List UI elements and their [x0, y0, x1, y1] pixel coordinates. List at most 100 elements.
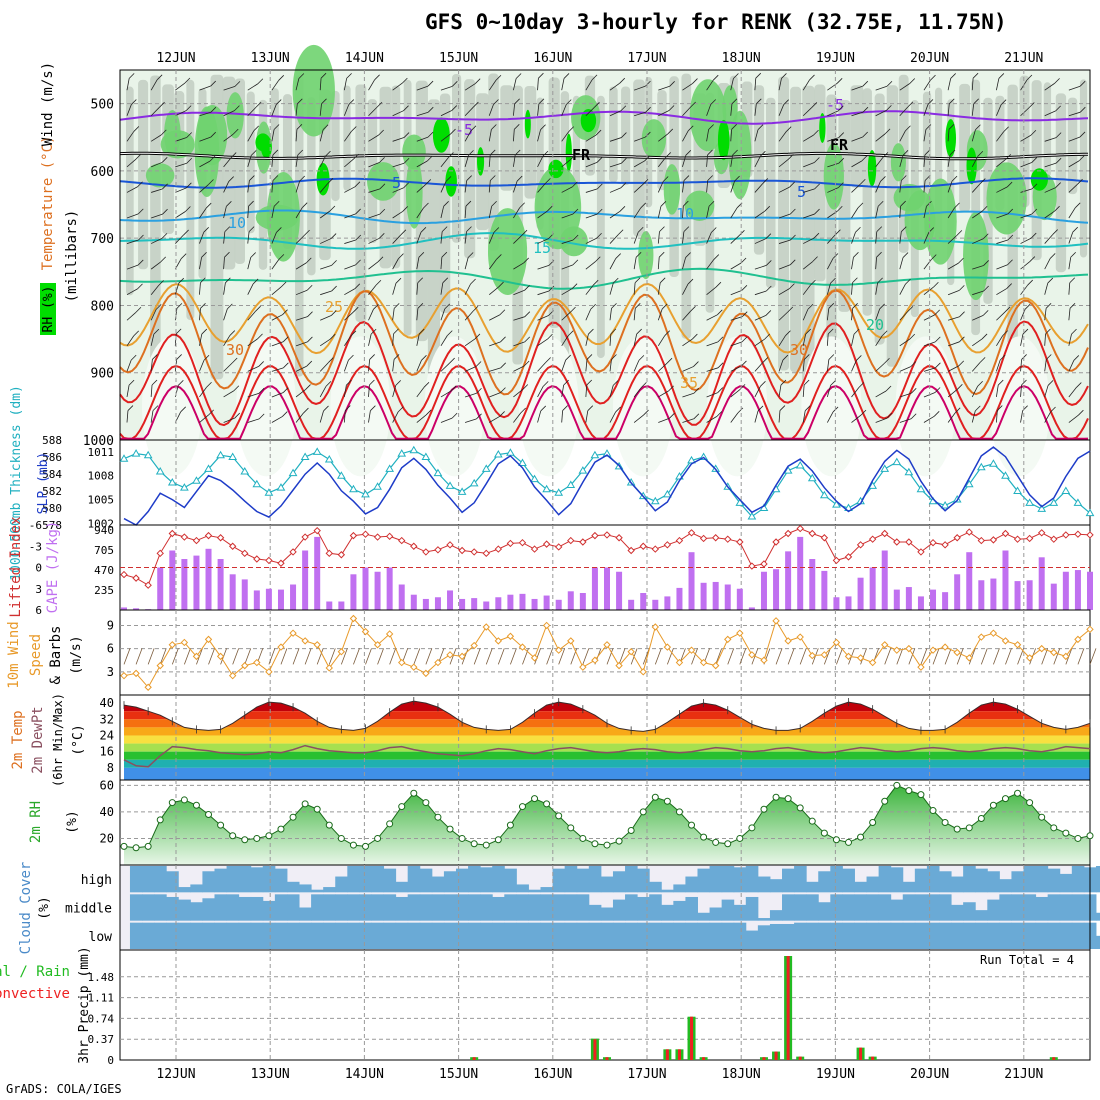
wind-barb-flag: [491, 124, 497, 130]
surface-wind-barb: [171, 648, 179, 665]
wind-barb-flag: [884, 128, 891, 135]
wind-barb-flag: [764, 205, 771, 212]
wind-barb-flag: [375, 279, 382, 286]
wind-barb-flag: [176, 303, 183, 309]
wind-barb: [996, 186, 1008, 193]
rh-mid-blob: [823, 142, 844, 210]
thickness-point: [964, 479, 974, 488]
wind-barb: [899, 283, 906, 295]
cloud-cover-cell: [323, 887, 336, 893]
wind-barb-flag: [998, 73, 1005, 79]
wind-barb: [464, 206, 467, 219]
rh-point: [953, 825, 961, 833]
rh-point: [301, 800, 309, 808]
wind-barb: [368, 237, 380, 244]
wind-barb: [1020, 410, 1024, 423]
cloud-cover-cell: [564, 894, 578, 921]
wind-barb: [561, 359, 567, 372]
lifted-index-point: [228, 542, 237, 550]
wind-barb-flag: [836, 205, 843, 212]
rh-point: [893, 781, 901, 789]
wind-barb: [561, 288, 573, 296]
wind-barb: [440, 157, 449, 168]
wind-barb: [223, 206, 227, 219]
wind-barb-flag: [282, 309, 288, 315]
wind-barb: [416, 308, 419, 321]
wind-barb-flag: [836, 78, 843, 84]
cloud-cover-cell: [371, 894, 385, 921]
wind-barb-flag: [248, 200, 254, 207]
cloud-cover-cell: [938, 922, 952, 949]
wind-tick-label: 9: [107, 618, 114, 632]
wind-barb: [682, 311, 691, 321]
thickness-point: [1061, 486, 1071, 494]
lifted-index-point: [651, 545, 660, 553]
wind-barb: [682, 155, 687, 167]
cloud-cover-cell: [190, 884, 203, 893]
wind-barb-flag: [1028, 102, 1035, 108]
wind-speed-point: [542, 621, 551, 630]
cloud-cover-cell: [757, 876, 771, 893]
wind-barb: [392, 359, 395, 372]
wind-barb: [343, 359, 349, 372]
wind-barb: [802, 384, 805, 397]
wind-barb: [537, 78, 539, 91]
wind-speed-point: [651, 623, 660, 631]
wind-barb-flag: [137, 283, 143, 290]
pressure-tick-label: 900: [91, 367, 114, 382]
wind-barb-flag: [687, 125, 694, 132]
wind-barb-flag: [403, 105, 409, 111]
wind-barb-flag: [542, 150, 549, 157]
temp-tick-label: 8: [107, 761, 114, 775]
rh-tick-label: 20: [100, 831, 114, 845]
wind-barb: [247, 257, 252, 270]
wind-barb: [754, 410, 759, 423]
wind-barb-flag: [1045, 328, 1051, 335]
wind-barb: [634, 111, 646, 117]
surface-wind-barb: [292, 648, 300, 665]
rh-mid-blob: [487, 208, 528, 295]
rh-point: [1074, 834, 1082, 842]
surface-wind-barb: [473, 648, 481, 665]
precip-convective-bar: [677, 1049, 681, 1060]
wind-barb: [634, 85, 646, 91]
dewpoint-line: [123, 744, 1091, 768]
wind-barb-flag: [765, 233, 772, 239]
cloud-cover-cell: [733, 867, 747, 893]
wind-barb: [899, 106, 909, 117]
wind-barb-flag: [910, 387, 917, 394]
wind-speed-point: [253, 658, 261, 667]
cloud-cover-cell: [721, 899, 735, 921]
cloud-cover-cell: [178, 887, 191, 893]
lifted-index-point: [567, 536, 575, 545]
cloud-cover-cell: [516, 884, 529, 893]
cape-bar: [978, 580, 985, 610]
cloud-cover-cell: [1059, 873, 1073, 893]
wind-barb: [826, 258, 834, 270]
wind-barb-flag: [832, 253, 839, 259]
lifted-index-point: [253, 555, 261, 563]
wind-speed-point: [168, 641, 177, 649]
wind-barb-flag: [954, 202, 960, 209]
temp-axis-label-4: (°C): [71, 724, 86, 755]
wind-barb-flag: [205, 202, 212, 209]
wind-barb-flag: [926, 200, 932, 207]
wind-barb: [513, 78, 517, 91]
cloud-cover-cell: [890, 899, 904, 921]
wind-barb: [778, 131, 787, 142]
cloud-cover-cell: [311, 894, 324, 921]
wind-barb-flag: [787, 306, 794, 313]
wind-barb: [537, 315, 549, 321]
wind-barb-flag: [275, 99, 282, 105]
wind-barb: [875, 335, 883, 347]
wind-barb-flag: [467, 252, 474, 258]
wind-barb: [923, 104, 929, 116]
surface-wind-barb: [184, 648, 191, 665]
lifted-index-point: [337, 551, 346, 559]
wind-barb: [899, 311, 909, 321]
wind-speed-point: [989, 629, 998, 637]
wind-barb: [996, 131, 1004, 142]
wind-barb: [947, 154, 951, 167]
cloud-cover-cell: [480, 867, 493, 893]
lifted-index-point: [192, 536, 201, 545]
